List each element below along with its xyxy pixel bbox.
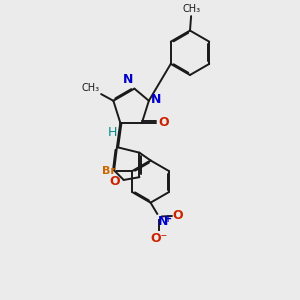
Text: O⁻: O⁻ [151,232,168,245]
Text: CH₃: CH₃ [183,4,201,14]
Text: O: O [110,175,120,188]
Text: N: N [158,215,169,228]
Text: O: O [173,209,183,223]
Text: Br: Br [102,166,116,176]
Text: +: + [164,214,172,224]
Text: N: N [123,73,133,86]
Text: CH₃: CH₃ [81,83,99,93]
Text: N: N [151,93,161,106]
Text: H: H [108,126,117,139]
Text: O: O [159,116,169,129]
